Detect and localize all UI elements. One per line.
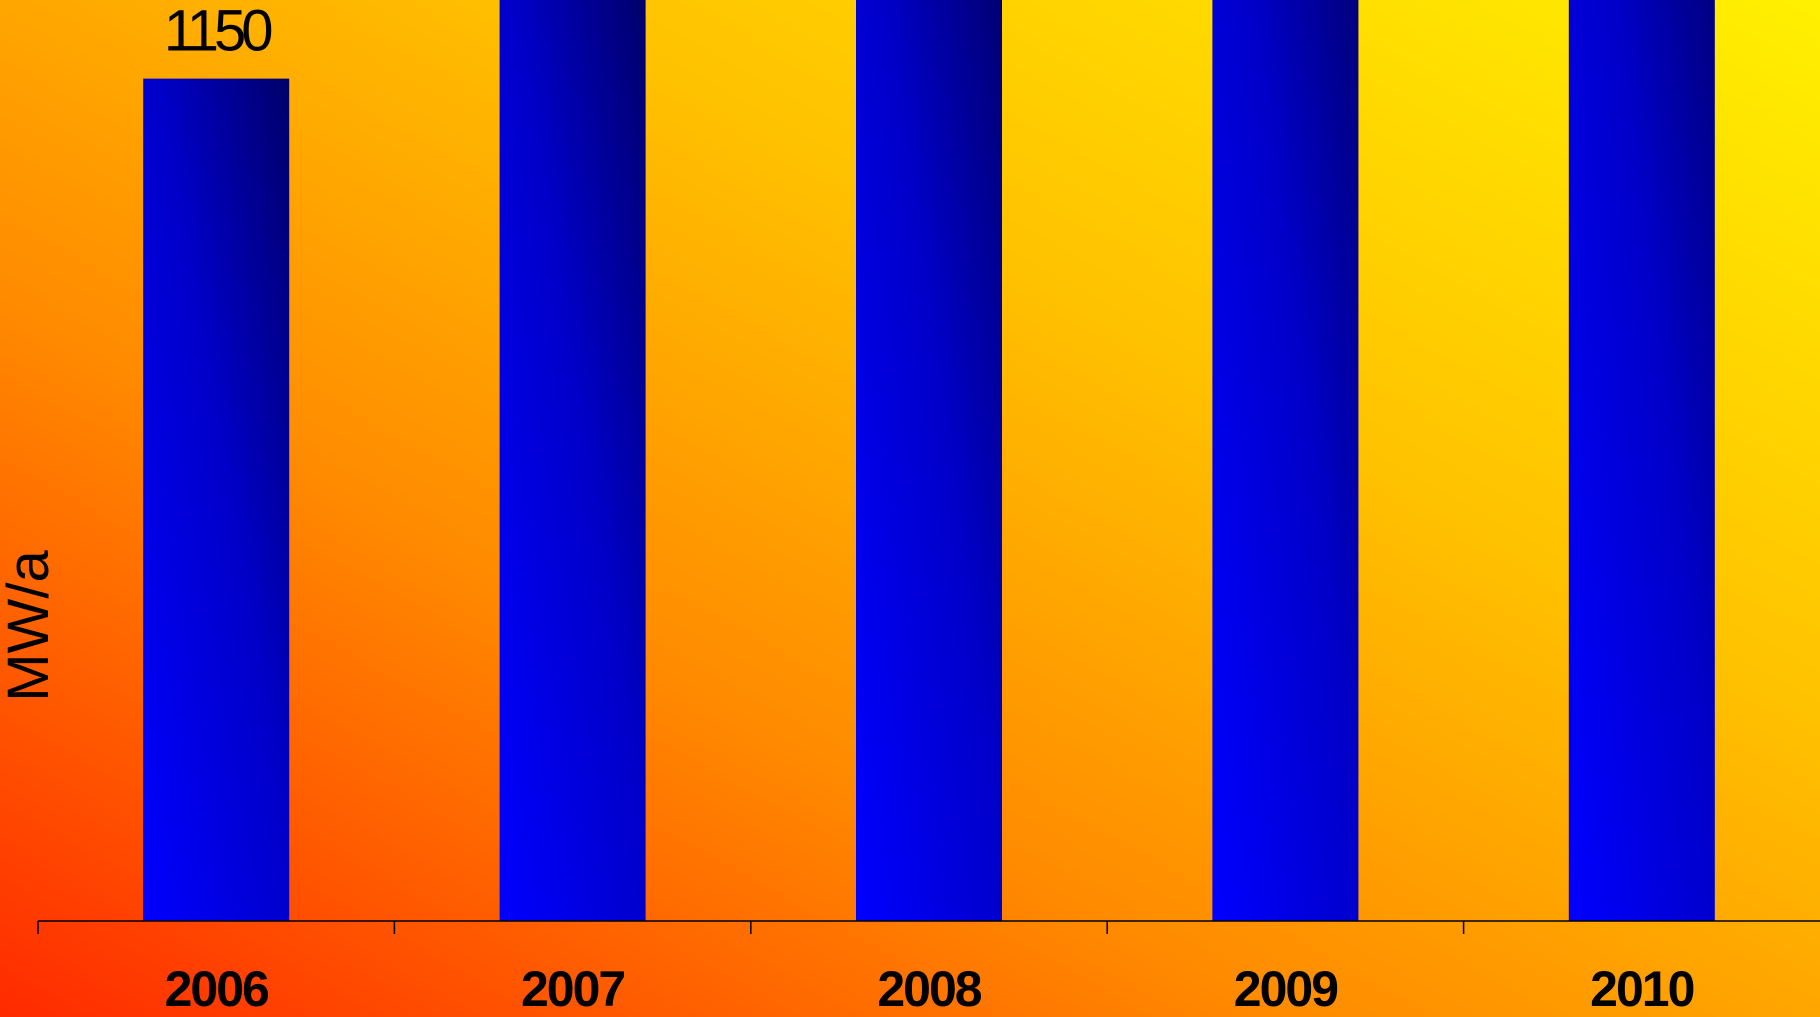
bar-2008 <box>856 0 1002 921</box>
x-tick-label-2007: 2007 <box>521 961 624 1017</box>
x-tick-label-2010: 2010 <box>1590 961 1693 1017</box>
bar-2007 <box>499 0 646 921</box>
bar-2010 <box>1568 0 1715 921</box>
x-tick-label-2008: 2008 <box>877 961 981 1017</box>
labels-layer: 1150200612652007139020081530200916102010 <box>164 0 1696 1017</box>
x-tick-label-2006: 2006 <box>165 961 268 1017</box>
bar-2009 <box>1212 0 1359 921</box>
x-tick-label-2009: 2009 <box>1234 961 1337 1017</box>
y-axis-title: MW/a <box>0 550 61 702</box>
data-label-2006: 1150 <box>164 0 271 64</box>
x-axis <box>37 920 1820 934</box>
bars-layer <box>143 0 1715 921</box>
bar-2006 <box>143 78 290 921</box>
